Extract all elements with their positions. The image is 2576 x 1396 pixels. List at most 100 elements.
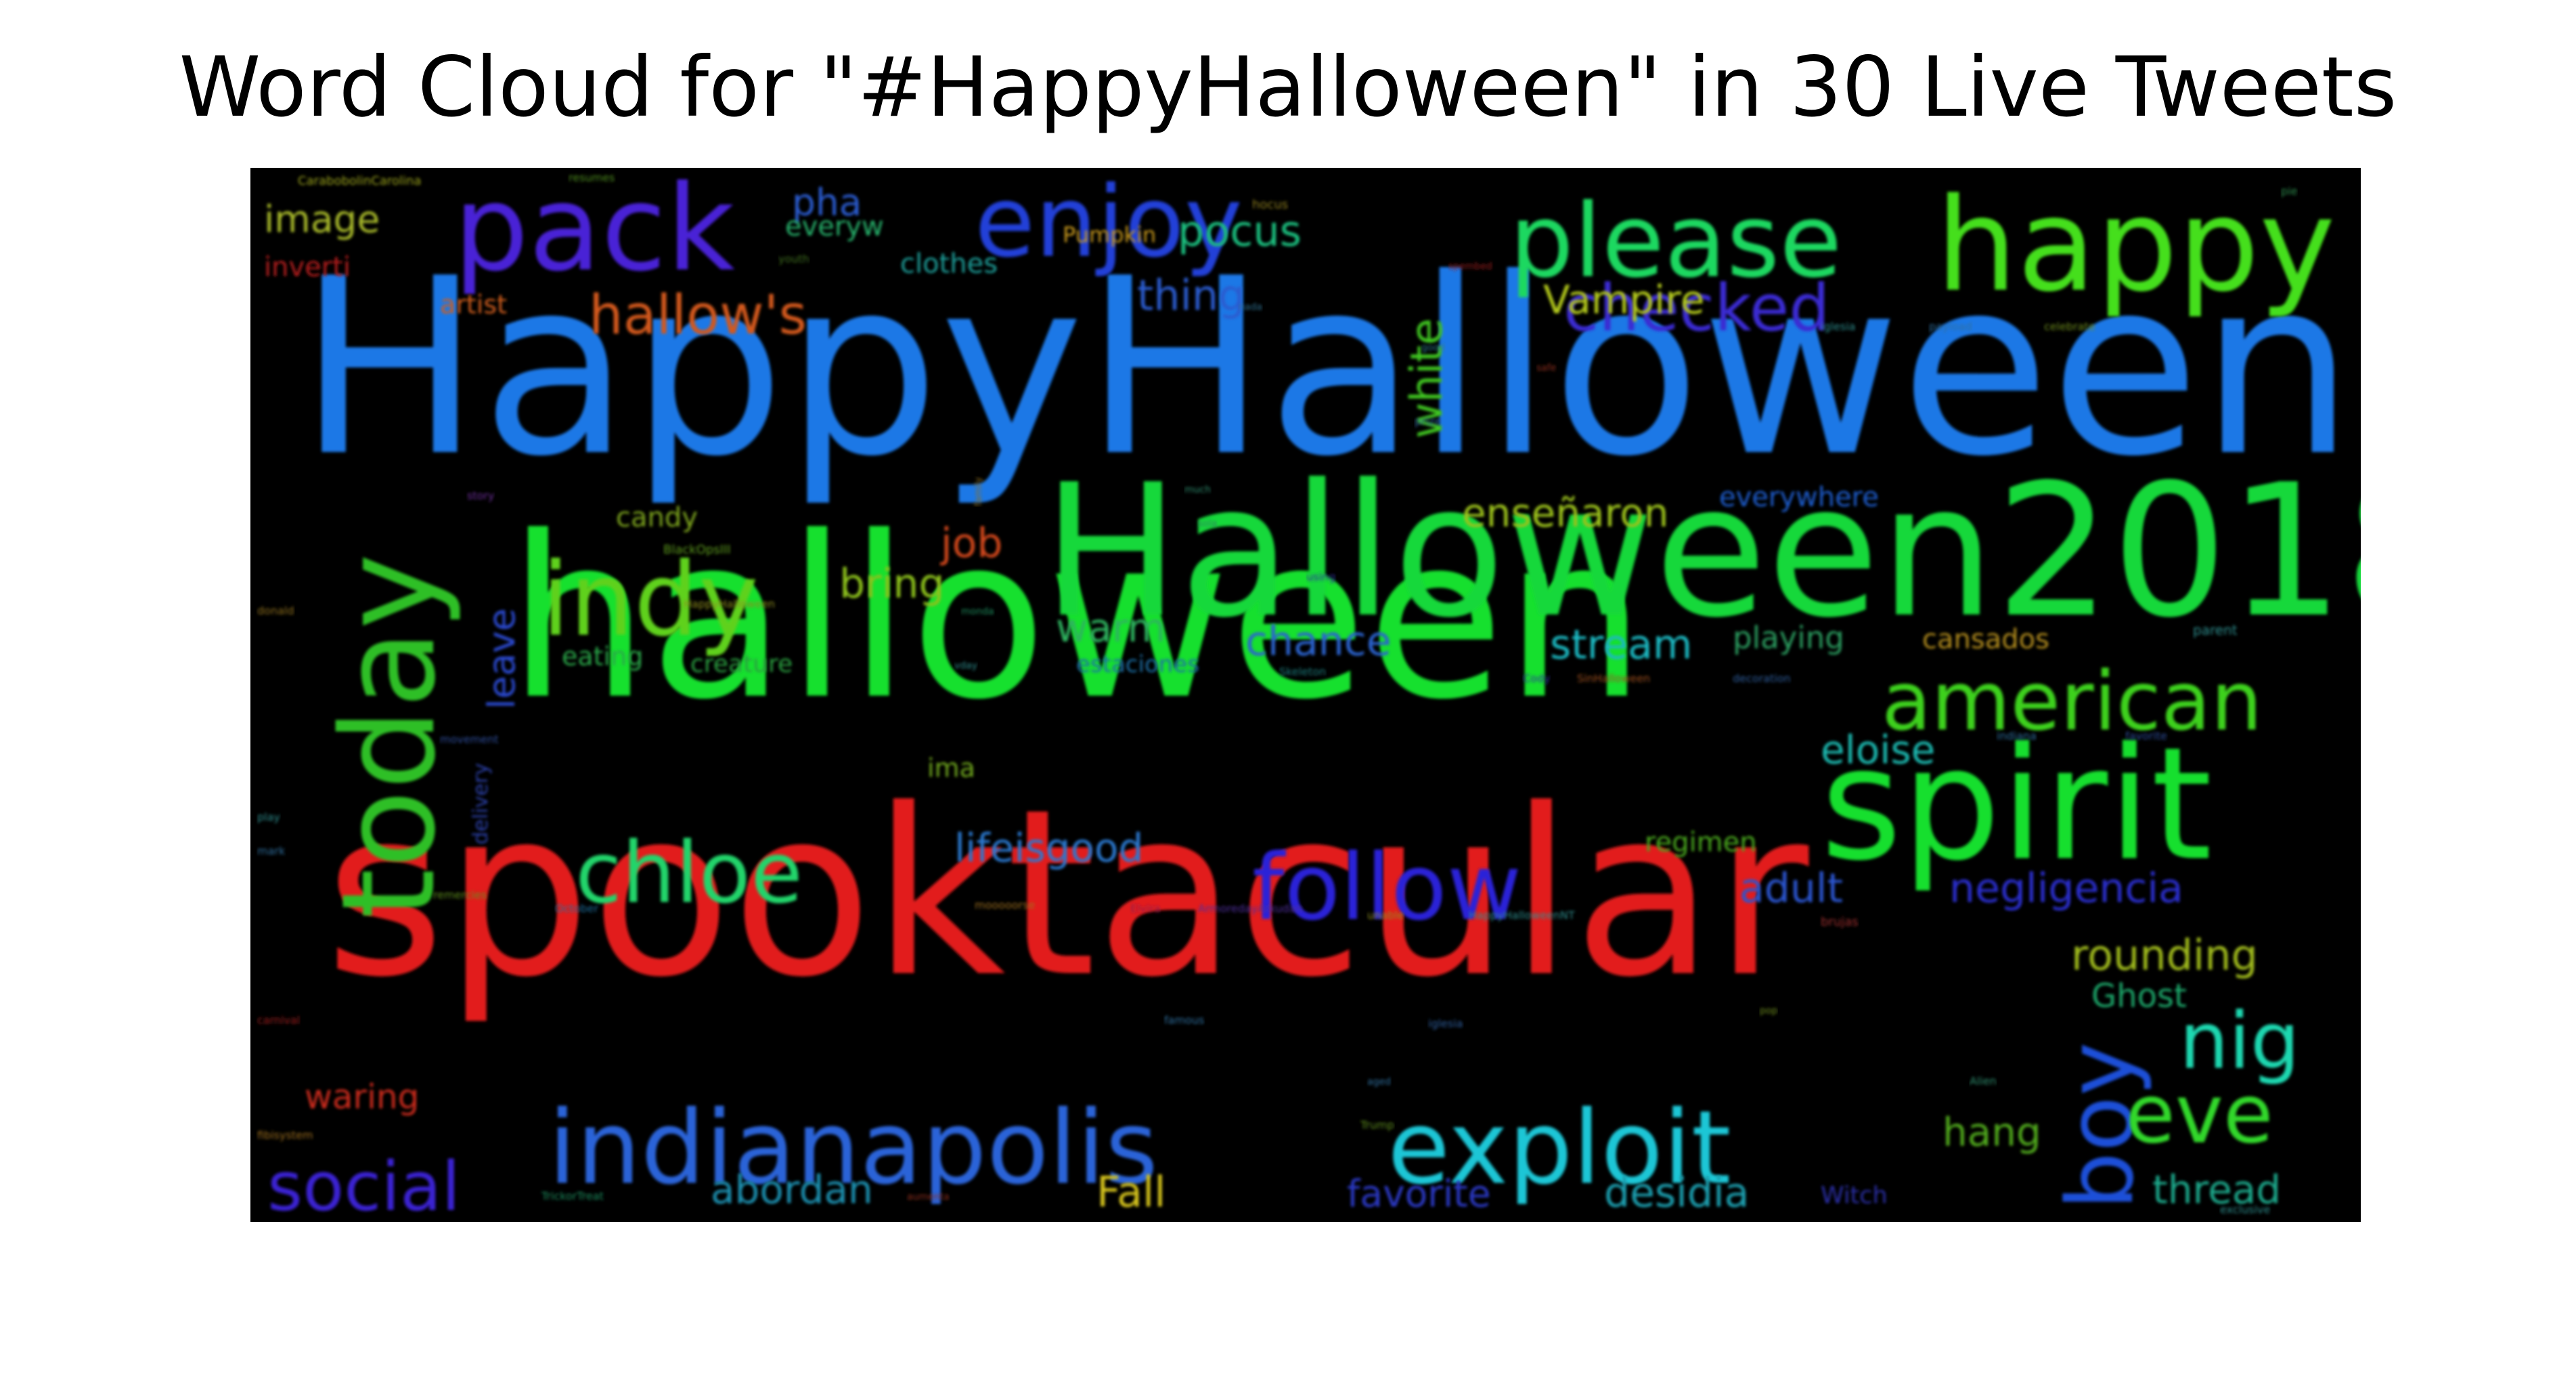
cloud-word: indy — [541, 541, 759, 659]
cloud-word: halloween — [508, 489, 1646, 748]
cloud-word: spooktacular — [325, 760, 1811, 1028]
cloud-word: white — [1402, 318, 1452, 438]
cloud-word: exclusive — [2220, 1203, 2270, 1216]
cloud-word: clothes — [900, 248, 998, 279]
cloud-word: Trump — [1360, 1119, 1394, 1131]
cloud-word: leave — [480, 608, 523, 709]
cloud-word: chance — [1245, 618, 1392, 665]
cloud-word: bring — [839, 560, 945, 608]
cloud-word: October — [555, 902, 598, 915]
cloud-word: Ghost — [2091, 977, 2187, 1015]
cloud-word: spembed — [1448, 261, 1492, 272]
cloud-word: everyw — [785, 211, 884, 242]
cloud-word: pha — [792, 181, 862, 224]
cloud-word: eating — [562, 641, 643, 671]
cloud-word: mark — [257, 845, 286, 857]
cloud-word: waring — [305, 1077, 419, 1117]
cloud-word: HappyHalloweenNT — [1469, 909, 1575, 922]
cloud-word: nada — [1239, 302, 1262, 313]
cloud-word: donald — [257, 604, 294, 617]
cloud-word: good — [1421, 342, 1445, 353]
cloud-word: sola — [1198, 518, 1217, 529]
cloud-word: estaciones — [1076, 651, 1199, 678]
cloud-word: Fall — [1096, 1167, 1165, 1217]
cloud-word: pie — [2281, 185, 2297, 198]
cloud-word: delivery — [469, 763, 493, 845]
cloud-word: boy — [2047, 1042, 2154, 1210]
cloud-word: image — [264, 198, 380, 241]
cloud-word: Skeleton — [1279, 665, 1326, 678]
cloud-word: pocus — [1178, 206, 1302, 256]
cloud-word: job — [939, 520, 1002, 567]
chart-title: Word Cloud for "#HappyHalloween" in 30 L… — [179, 39, 2397, 135]
cloud-word: inverti — [264, 252, 351, 283]
cloud-word: pop — [1760, 1006, 1777, 1016]
cloud-word: rounding — [2071, 930, 2258, 980]
cloud-word: SinHalloween — [1577, 672, 1650, 685]
cloud-word: enjoy — [975, 168, 1243, 279]
cloud-word: playing — [1733, 620, 1844, 656]
cloud-word: thread — [2152, 1167, 2281, 1213]
cloud-word: HappyHalloween — [684, 598, 775, 610]
cloud-word: exploit — [1387, 1089, 1731, 1207]
cloud-word: cansados — [1922, 624, 2049, 655]
cloud-word: please — [1509, 183, 1842, 300]
cloud-word: desidia — [1604, 1169, 1749, 1217]
cloud-word: remercies — [433, 888, 487, 901]
cloud-word: ima — [927, 753, 975, 783]
cloud-word: HappyHalloween — [298, 226, 2355, 510]
cloud-word: ArmoredayArkudan — [1198, 902, 1303, 915]
cloud-word: negligencia — [1949, 865, 2183, 912]
cloud-word: today — [314, 554, 464, 919]
cloud-word: favorite — [1347, 1172, 1491, 1215]
cloud-word: vday — [954, 660, 977, 671]
cloud-word: social — [267, 1147, 460, 1222]
cloud-word: lifeisgood — [954, 825, 1143, 871]
cloud-word: everywhere — [1719, 482, 1879, 513]
cloud-word: carnival — [257, 1014, 300, 1027]
cloud-word: fibisystem — [257, 1129, 313, 1142]
cloud-word: resumes — [569, 171, 615, 184]
cloud-word: CarabobolinCarolina — [298, 174, 421, 188]
cloud-word: follow — [1252, 834, 1522, 941]
cloud-word: TrickorTreat — [541, 1190, 604, 1202]
cloud-word: hang — [1942, 1109, 2041, 1155]
cloud-word: movement — [440, 733, 499, 746]
cloud-word: abordan — [711, 1167, 873, 1213]
cloud-word: Alien — [1970, 1075, 1997, 1087]
cloud-word: unable — [1367, 909, 1404, 922]
cloud-word: spirit — [1821, 715, 2212, 895]
cloud-word: brujas — [1821, 915, 1859, 929]
cloud-word: Cody — [1523, 672, 1551, 685]
cloud-word: using — [1306, 570, 1335, 583]
cloud-word: play — [257, 811, 280, 824]
cloud-word: pack — [453, 168, 735, 298]
cloud-word: youth — [778, 252, 809, 265]
cloud-word: prize — [1415, 415, 1441, 428]
cloud-word: thing — [1137, 271, 1245, 320]
cloud-word: candy — [616, 502, 698, 533]
cloud-word: payload — [1929, 320, 1972, 333]
cloud-word: mooooorse — [975, 899, 1035, 911]
cloud-word: nig — [2179, 996, 2300, 1087]
cloud-word: stream — [1550, 621, 1692, 669]
cloud-word: aged — [1367, 1077, 1391, 1087]
cloud-word: checked — [1563, 271, 1830, 346]
cloud-word: Vampire — [1543, 277, 1704, 323]
cloud-word: regimen — [1645, 827, 1757, 858]
cloud-word: happy — [1936, 171, 2336, 320]
cloud-word: chloe — [575, 824, 803, 922]
cloud-word: Witch — [1821, 1182, 1888, 1209]
cloud-word: adult — [1739, 865, 1843, 912]
cloud-word: favorite — [2125, 729, 2167, 742]
cloud-word: Pumpkin — [1063, 222, 1156, 248]
cloud-word: celebrate — [2044, 320, 2095, 333]
cloud-word: enseñaron — [1462, 490, 1668, 536]
cloud-word: artist — [440, 290, 507, 319]
cloud-word: warm — [1056, 605, 1165, 651]
cloud-word: safe — [1536, 363, 1556, 374]
cloud-word: family — [973, 477, 984, 506]
cloud-word: story — [467, 489, 494, 502]
